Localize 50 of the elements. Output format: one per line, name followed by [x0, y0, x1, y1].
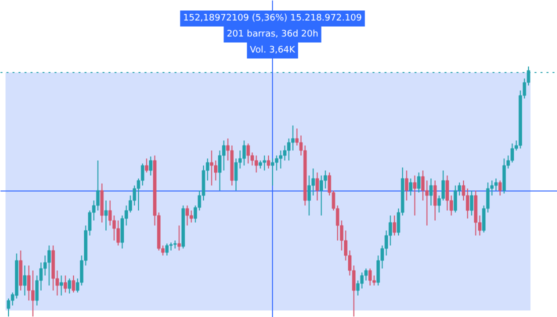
candlestick	[392, 215, 396, 236]
candlestick	[64, 275, 68, 293]
candlestick	[433, 180, 437, 221]
candlestick	[140, 163, 144, 186]
candlestick	[429, 178, 433, 206]
candlestick	[283, 145, 286, 161]
candlestick	[210, 150, 214, 186]
candlestick	[242, 140, 246, 166]
candlestick	[287, 138, 290, 161]
candlestick	[60, 275, 63, 296]
candlestick	[266, 155, 270, 169]
candlestick	[262, 155, 266, 171]
candlestick	[68, 278, 72, 294]
candlestick	[6, 298, 10, 317]
candlestick	[144, 158, 148, 173]
candlestick	[47, 245, 51, 286]
candlestick	[234, 158, 238, 191]
candlestick	[470, 190, 474, 216]
candlestick	[165, 243, 169, 256]
text: 152,18972109 (5,36%) 15.218.972.109	[183, 14, 362, 24]
candlestick	[186, 205, 189, 226]
candlestick	[510, 143, 514, 163]
candlestick	[409, 178, 412, 196]
candlestick	[421, 170, 425, 201]
candlestick	[368, 268, 372, 286]
candlestick	[494, 178, 498, 191]
candlestick	[254, 155, 258, 173]
candlestick	[72, 275, 76, 293]
candlestick	[104, 200, 108, 231]
candlestick	[279, 150, 282, 169]
candlestick	[149, 156, 152, 176]
candlestick	[466, 188, 470, 219]
candlestick	[364, 268, 368, 281]
candlestick	[320, 175, 323, 216]
candlestick	[23, 265, 26, 296]
candlestick	[27, 265, 30, 301]
candlestick	[246, 143, 250, 164]
candlestick	[116, 220, 120, 246]
candlestick	[214, 160, 218, 181]
candlestick	[177, 225, 181, 251]
text: Vol. 3,64K	[250, 46, 296, 56]
candlestick	[446, 175, 449, 211]
candlestick	[404, 170, 408, 201]
candlestick	[316, 172, 319, 201]
candlestick	[498, 180, 502, 196]
candlestick	[454, 185, 458, 213]
candlestick	[413, 175, 416, 216]
candlestick	[270, 158, 274, 186]
candlestick	[417, 172, 420, 193]
text: 201 barras, 36d 20h	[226, 30, 318, 40]
